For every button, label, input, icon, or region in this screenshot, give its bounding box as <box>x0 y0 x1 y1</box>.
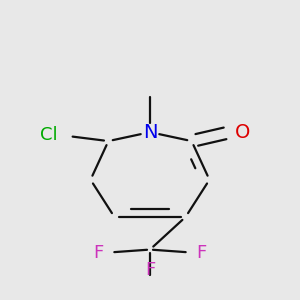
Text: F: F <box>196 244 206 262</box>
Text: F: F <box>94 244 104 262</box>
Text: O: O <box>235 123 250 142</box>
Text: N: N <box>143 123 157 142</box>
Text: Cl: Cl <box>40 126 58 144</box>
Text: F: F <box>145 261 155 279</box>
